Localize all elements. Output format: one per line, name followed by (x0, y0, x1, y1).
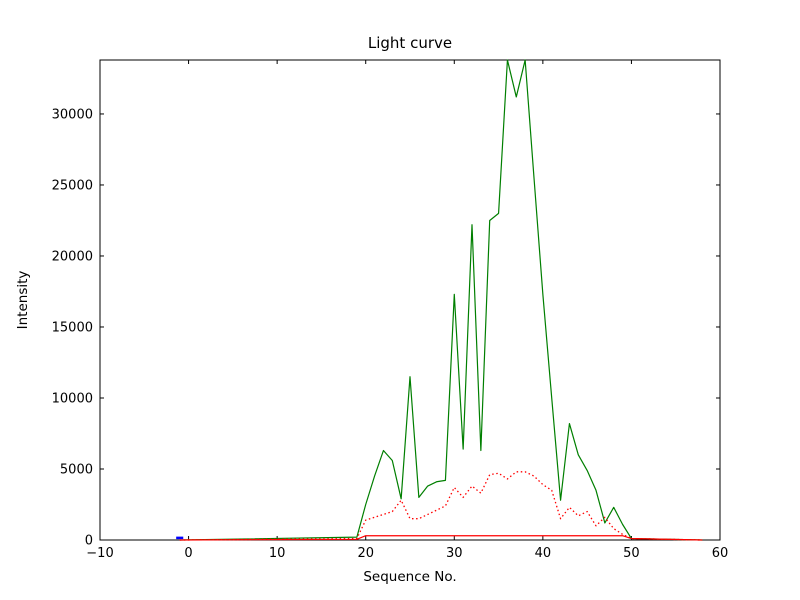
y-tick-label: 15000 (52, 320, 93, 335)
y-tick-label: 20000 (52, 249, 93, 264)
y-tick-label: 0 (85, 534, 93, 549)
total-intensity-line (179, 59, 703, 541)
x-tick-label: 20 (357, 546, 374, 561)
x-axis-label: Sequence No. (363, 569, 456, 585)
plot-layers: −10 0 10 20 30 40 50 60050001000015000200002500… (52, 59, 729, 561)
x-tick-label: 60 (712, 546, 729, 561)
axes-frame (99, 59, 721, 541)
x-tick-label: −10 (86, 546, 113, 561)
x-tick-label: 10 (269, 546, 286, 561)
x-tick-label: 0 (184, 546, 192, 561)
x-tick-label: 30 (446, 546, 463, 561)
x-tick-label: 40 (535, 546, 552, 561)
y-tick-label: 5000 (60, 462, 93, 477)
baseline-intensity-line (179, 535, 703, 541)
chart-title: Light curve (368, 34, 452, 52)
background-intensity-line (179, 471, 703, 541)
y-axis-label: Intensity (15, 271, 31, 330)
y-tick-label: 10000 (52, 391, 93, 406)
y-tick-label: 30000 (52, 107, 93, 122)
x-tick-label: 50 (623, 546, 640, 561)
y-tick-label: 25000 (52, 178, 93, 193)
